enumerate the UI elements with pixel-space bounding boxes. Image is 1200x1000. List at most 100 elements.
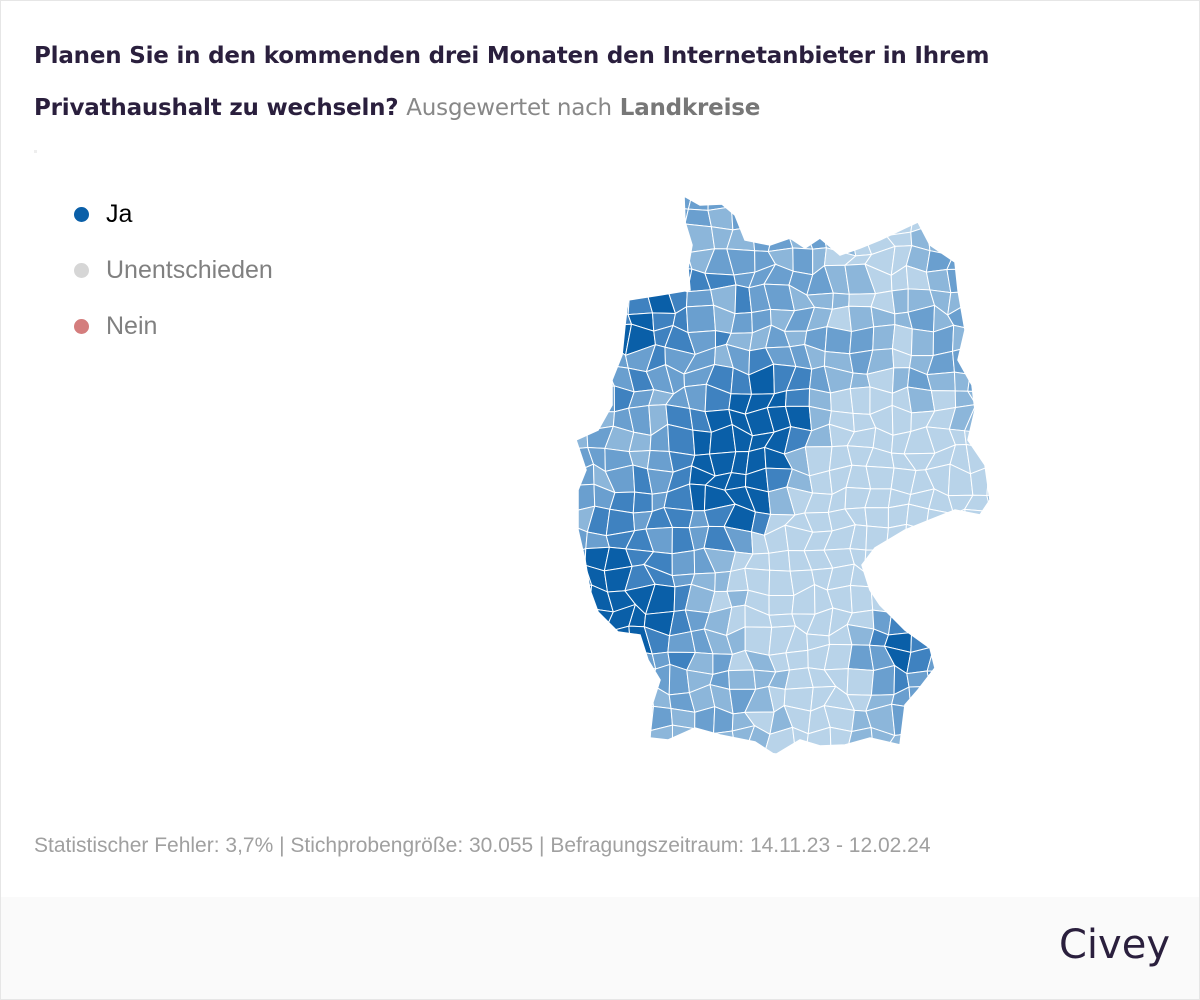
district[interactable]	[910, 585, 936, 614]
district[interactable]	[872, 748, 895, 775]
district[interactable]	[751, 190, 776, 213]
district[interactable]	[631, 205, 654, 236]
district[interactable]	[991, 374, 1013, 392]
district[interactable]	[629, 683, 655, 712]
district[interactable]	[585, 666, 617, 696]
district[interactable]	[589, 364, 616, 389]
district[interactable]	[885, 208, 915, 237]
district[interactable]	[628, 748, 649, 775]
district[interactable]	[607, 190, 633, 216]
district[interactable]	[991, 694, 1010, 715]
district[interactable]	[924, 584, 948, 614]
district[interactable]	[946, 268, 977, 294]
district[interactable]	[565, 665, 594, 696]
district[interactable]	[713, 748, 736, 769]
district[interactable]	[964, 727, 993, 753]
district[interactable]	[927, 707, 952, 736]
district[interactable]	[984, 504, 1013, 536]
district[interactable]	[585, 690, 615, 717]
district[interactable]	[645, 248, 674, 274]
district[interactable]	[923, 550, 955, 572]
district[interactable]	[945, 705, 975, 729]
district[interactable]	[592, 263, 614, 297]
district[interactable]	[767, 226, 794, 253]
district[interactable]	[566, 309, 596, 334]
district[interactable]	[584, 243, 616, 269]
district[interactable]	[569, 204, 596, 236]
district[interactable]	[603, 743, 633, 774]
district[interactable]	[671, 549, 696, 577]
district[interactable]	[573, 604, 593, 635]
district[interactable]	[984, 385, 1014, 416]
district[interactable]	[971, 268, 993, 296]
district[interactable]	[887, 605, 913, 636]
district[interactable]	[745, 747, 768, 775]
district[interactable]	[945, 230, 971, 257]
district[interactable]	[887, 188, 915, 216]
district[interactable]	[570, 743, 587, 775]
district[interactable]	[626, 269, 648, 292]
district[interactable]	[614, 234, 636, 256]
district[interactable]	[953, 371, 971, 392]
district[interactable]	[944, 204, 967, 234]
district[interactable]	[572, 708, 589, 737]
district[interactable]	[608, 689, 632, 717]
district[interactable]	[824, 326, 852, 355]
district[interactable]	[888, 587, 915, 614]
district[interactable]	[593, 294, 609, 317]
district[interactable]	[988, 303, 1015, 335]
district[interactable]	[565, 230, 587, 256]
district[interactable]	[983, 187, 1012, 208]
district[interactable]	[571, 345, 595, 370]
district[interactable]	[904, 746, 936, 773]
district[interactable]	[964, 204, 996, 234]
district[interactable]	[571, 429, 589, 450]
district[interactable]	[605, 263, 631, 296]
district[interactable]	[628, 725, 652, 750]
district[interactable]	[992, 709, 1010, 735]
district[interactable]	[593, 324, 614, 347]
district[interactable]	[792, 247, 814, 276]
district[interactable]	[963, 629, 994, 656]
district[interactable]	[612, 243, 636, 272]
district[interactable]	[984, 532, 1015, 550]
district[interactable]	[809, 191, 836, 213]
district[interactable]	[969, 245, 992, 274]
district[interactable]	[570, 733, 587, 750]
district[interactable]	[685, 304, 716, 334]
district[interactable]	[865, 465, 895, 490]
district[interactable]	[888, 565, 915, 592]
district[interactable]	[565, 693, 589, 712]
district[interactable]	[763, 752, 797, 776]
district[interactable]	[649, 205, 670, 228]
district[interactable]	[906, 733, 936, 752]
district[interactable]	[567, 386, 594, 413]
district[interactable]	[870, 664, 896, 696]
district[interactable]	[629, 665, 657, 691]
district[interactable]	[931, 607, 956, 634]
district[interactable]	[948, 667, 971, 695]
district[interactable]	[607, 207, 636, 236]
district[interactable]	[943, 629, 966, 656]
district[interactable]	[565, 251, 594, 271]
district[interactable]	[730, 185, 756, 211]
district[interactable]	[586, 187, 614, 209]
district[interactable]	[984, 406, 1014, 435]
district[interactable]	[751, 208, 776, 228]
district[interactable]	[730, 312, 753, 334]
district[interactable]	[804, 208, 837, 236]
district[interactable]	[992, 206, 1011, 233]
district[interactable]	[945, 607, 967, 634]
district[interactable]	[885, 543, 906, 568]
district[interactable]	[943, 191, 974, 210]
district[interactable]	[924, 188, 957, 215]
district[interactable]	[784, 388, 811, 407]
legend-item-nein[interactable]: Nein	[74, 298, 273, 354]
district[interactable]	[984, 328, 1015, 354]
district[interactable]	[967, 692, 995, 711]
district[interactable]	[931, 627, 956, 650]
district[interactable]	[652, 226, 674, 257]
district[interactable]	[986, 465, 1015, 497]
district[interactable]	[944, 647, 971, 673]
district[interactable]	[923, 568, 953, 587]
